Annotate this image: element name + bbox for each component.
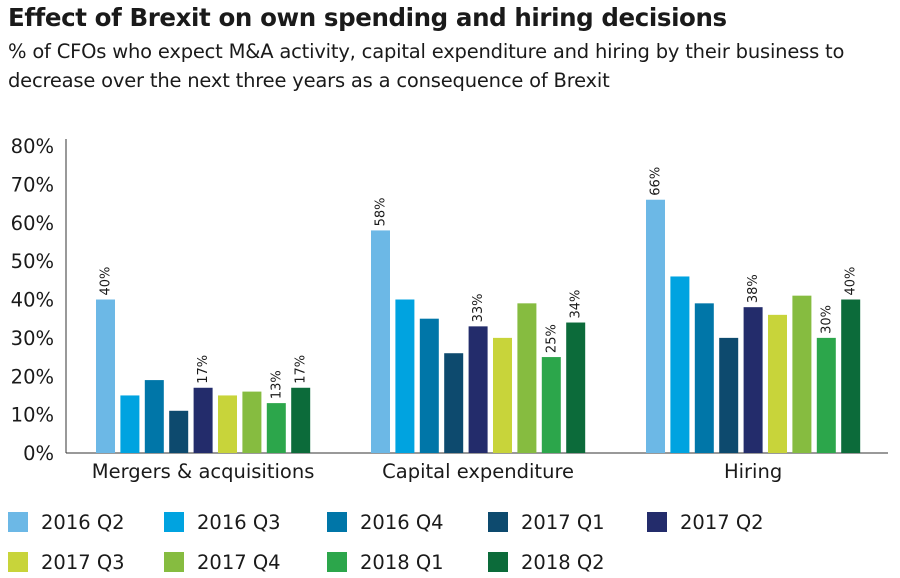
y-tick-label: 20% <box>11 365 54 388</box>
y-tick-label: 50% <box>11 250 54 273</box>
bar <box>218 395 237 453</box>
legend-swatch <box>327 552 347 572</box>
data-label: 58% <box>374 198 389 227</box>
bar <box>792 295 812 453</box>
legend-label: 2016 Q3 <box>197 511 281 534</box>
legend-swatch <box>488 552 508 572</box>
data-label: 17% <box>294 355 309 384</box>
legend-label: 2016 Q4 <box>360 511 444 534</box>
legend-label: 2017 Q1 <box>521 511 605 534</box>
x-category-label: Mergers & acquisitions <box>92 460 315 483</box>
bar <box>371 230 390 453</box>
legend-swatch <box>327 512 347 532</box>
y-tick-label: 40% <box>11 289 54 312</box>
legend-swatch <box>164 552 184 572</box>
bar <box>768 314 787 453</box>
bar <box>419 318 439 453</box>
y-tick-label: 60% <box>11 212 54 235</box>
bar <box>266 403 286 453</box>
bar <box>517 303 537 453</box>
bar <box>96 299 115 453</box>
legend-label: 2017 Q4 <box>197 551 281 574</box>
bar <box>193 387 213 453</box>
bar <box>719 337 739 453</box>
data-label: 38% <box>746 274 761 303</box>
legend-label: 2016 Q2 <box>41 511 125 534</box>
bar <box>694 303 714 453</box>
data-label: 34% <box>569 290 584 319</box>
bar <box>670 276 690 453</box>
bar <box>646 199 665 453</box>
legend-swatch <box>8 512 28 532</box>
legend-label: 2018 Q1 <box>360 551 444 574</box>
bar <box>169 410 189 453</box>
legend-swatch <box>164 512 184 532</box>
bar <box>395 299 415 453</box>
data-label: 40% <box>99 267 114 296</box>
x-category-label: Capital expenditure <box>382 460 574 483</box>
y-tick-label: 10% <box>11 404 54 427</box>
bar <box>566 322 586 453</box>
data-label: 33% <box>471 293 486 322</box>
bar <box>120 395 140 453</box>
data-label: 17% <box>196 355 211 384</box>
data-label: 30% <box>819 305 834 334</box>
bar <box>144 380 164 453</box>
legend-label: 2017 Q2 <box>680 511 764 534</box>
legend-label: 2017 Q3 <box>41 551 125 574</box>
y-tick-label: 70% <box>11 173 54 196</box>
legend-label: 2018 Q2 <box>521 551 605 574</box>
data-label: 25% <box>544 324 559 353</box>
bar <box>841 299 861 453</box>
bar <box>541 357 561 453</box>
legend-swatch <box>8 552 28 572</box>
bar <box>242 391 262 453</box>
y-tick-label: 0% <box>23 442 54 465</box>
chart-subtitle: % of CFOs who expect M&A activity, capit… <box>8 40 845 92</box>
chart-title: Effect of Brexit on own spending and hir… <box>8 3 727 32</box>
data-label: 40% <box>844 267 859 296</box>
bar <box>743 307 763 453</box>
legend-swatch <box>647 512 667 532</box>
y-tick-label: 80% <box>11 135 54 158</box>
legend-swatch <box>488 512 508 532</box>
bar <box>816 337 836 453</box>
bar <box>468 326 488 453</box>
data-label: 66% <box>649 167 664 196</box>
bar <box>493 337 512 453</box>
bar <box>291 387 311 453</box>
data-label: 13% <box>269 370 284 399</box>
x-category-label: Hiring <box>724 460 782 483</box>
bar <box>444 353 464 453</box>
y-tick-label: 30% <box>11 327 54 350</box>
